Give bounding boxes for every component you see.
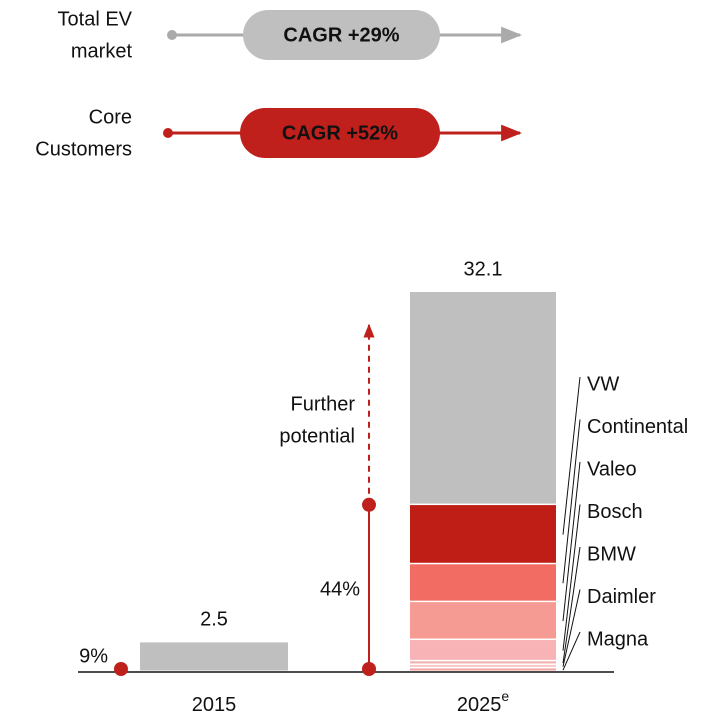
bar-segment — [410, 661, 556, 664]
bar-segment — [410, 640, 556, 660]
growth-badge-text: CAGR +29% — [283, 24, 399, 46]
series-label: Magna — [587, 628, 649, 650]
series-label: Bosch — [587, 501, 643, 523]
leader-line — [562, 631, 581, 671]
growth-dot — [163, 128, 173, 138]
potential-label: Further — [291, 393, 356, 415]
total-label: 2.5 — [200, 609, 228, 631]
growth-badge — [240, 108, 440, 158]
leader-line — [562, 419, 581, 584]
x-tick-label: 2015 — [192, 694, 237, 716]
share-dot — [114, 662, 128, 676]
bar-segment — [410, 664, 556, 667]
series-label: Valeo — [587, 458, 637, 480]
bar-segment — [410, 505, 556, 563]
leader-line — [562, 546, 581, 664]
total-label: 32.1 — [464, 258, 503, 280]
series-label: BMW — [587, 543, 636, 565]
x-tick-label: 2025e — [457, 688, 510, 717]
bar-segment — [140, 642, 288, 671]
growth-badge — [243, 10, 440, 60]
series-label: Continental — [587, 416, 688, 438]
growth-label: Customers — [35, 138, 132, 160]
growth-badge-text: CAGR +52% — [282, 122, 398, 144]
growth-label: Total EV — [58, 8, 133, 30]
growth-label: market — [71, 40, 133, 62]
series-label: VW — [587, 373, 619, 395]
estimate-marker: e — [501, 688, 509, 704]
category: 2025 — [457, 694, 502, 716]
bar-segment — [410, 292, 556, 504]
bar-segment — [410, 564, 556, 601]
category: 2015 — [192, 694, 237, 716]
series-label: Daimler — [587, 586, 656, 608]
growth-label: Core — [89, 106, 132, 128]
leader-line — [562, 461, 581, 622]
bar-segment — [410, 668, 556, 671]
leader-line — [562, 376, 581, 535]
potential-label: potential — [279, 425, 355, 447]
bar-segment — [410, 602, 556, 639]
share-label: 9% — [79, 645, 108, 667]
growth-dot — [167, 30, 177, 40]
leader-line — [562, 589, 581, 667]
share-label: 44% — [320, 578, 360, 600]
leader-line — [562, 504, 581, 651]
